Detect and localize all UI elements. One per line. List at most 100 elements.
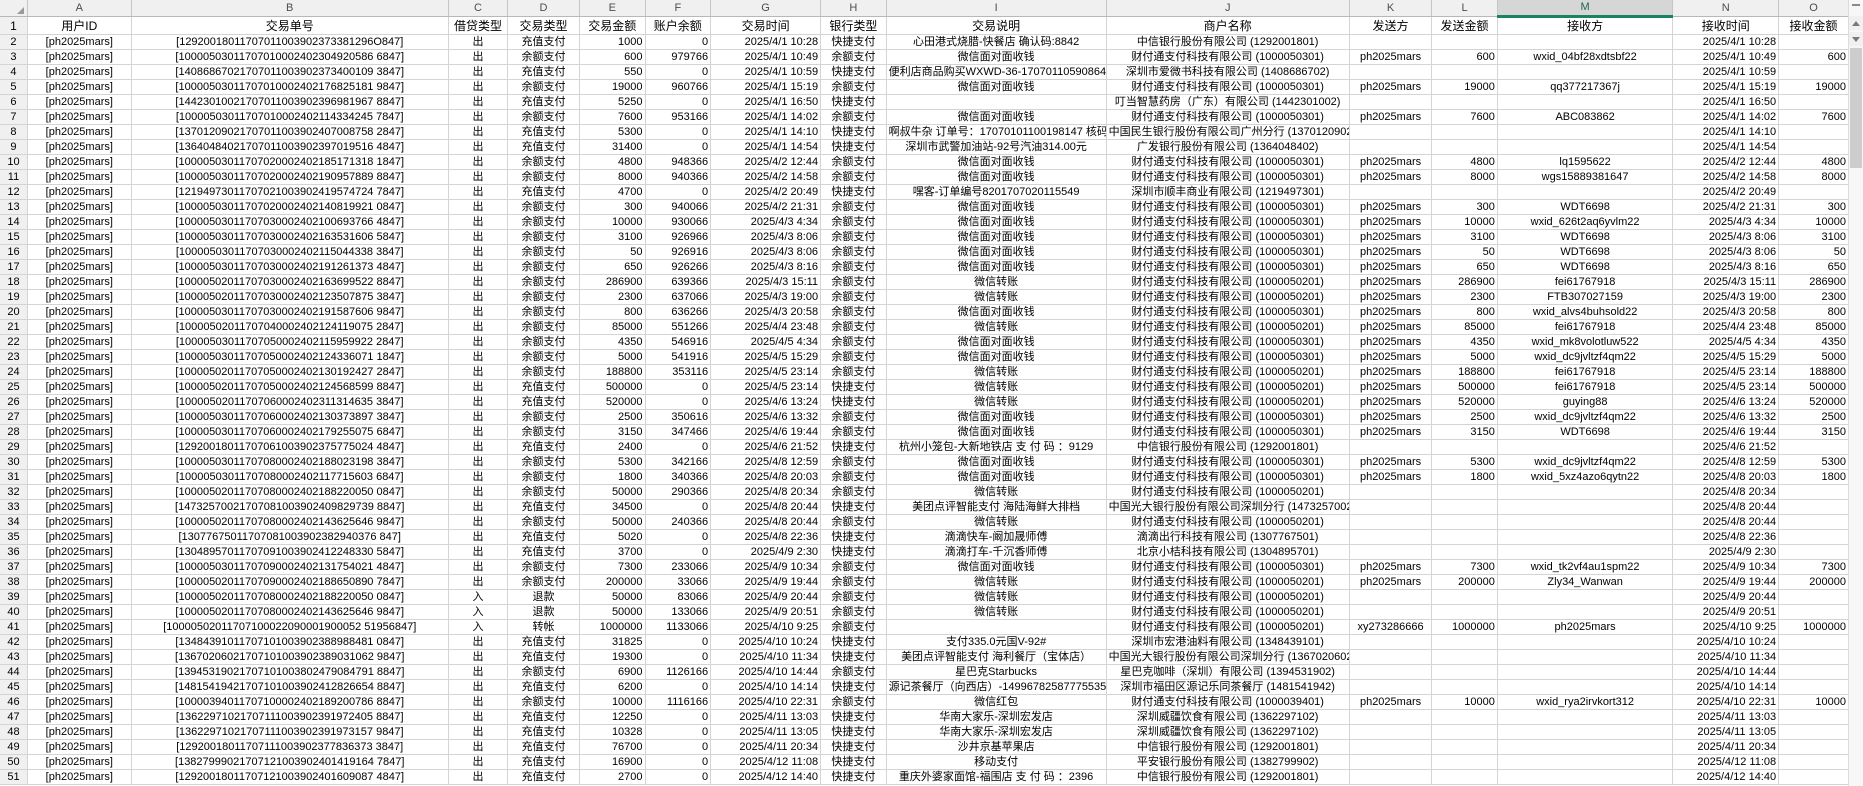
cell-N[interactable]: 2025/4/8 12:59 [1672, 454, 1780, 470]
cell-A[interactable]: [ph2025mars] [27, 544, 132, 560]
cell-B[interactable]: [13484391011707101003902388988481 0847] [131, 634, 449, 650]
cell-F[interactable]: 1133066 [645, 619, 712, 635]
cell-H[interactable]: 余额支付 [820, 469, 887, 485]
cell-O[interactable] [1778, 94, 1849, 110]
cell-M[interactable] [1497, 139, 1674, 155]
cell-D[interactable]: 充值支付 [507, 679, 580, 695]
cell-F[interactable]: 636266 [645, 304, 712, 320]
cell-F[interactable]: 551266 [645, 319, 712, 335]
cell-H[interactable]: 余额支付 [820, 244, 887, 260]
cell-E[interactable]: 2300 [579, 289, 646, 305]
cell-N[interactable]: 2025/4/1 10:59 [1672, 64, 1780, 80]
cell-B[interactable]: [10000502011707090002402188650890 7847] [131, 574, 449, 590]
cell-E[interactable]: 5000 [579, 349, 646, 365]
cell-K[interactable]: ph2025mars [1349, 454, 1433, 470]
cell-G[interactable]: 2025/4/10 14:44 [710, 664, 822, 680]
cell-K[interactable] [1349, 724, 1433, 740]
cell-O[interactable] [1778, 124, 1849, 140]
row-number[interactable]: 5 [0, 79, 28, 95]
cell-K[interactable]: xy273286666 [1349, 619, 1433, 635]
header-cell-M[interactable]: 接收方 [1497, 16, 1674, 35]
cell-K[interactable] [1349, 604, 1433, 620]
cell-F[interactable]: 637066 [645, 289, 712, 305]
cell-F[interactable]: 979766 [645, 49, 712, 65]
row-number[interactable]: 47 [0, 709, 28, 725]
row-number[interactable]: 28 [0, 424, 28, 440]
cell-M[interactable] [1497, 589, 1674, 605]
cell-J[interactable]: 中国光大银行股份有限公司深圳分行 (1367020602) [1106, 649, 1350, 665]
row-number[interactable]: 39 [0, 589, 28, 605]
cell-G[interactable]: 2025/4/6 13:32 [710, 409, 822, 425]
cell-O[interactable] [1778, 139, 1849, 155]
cell-I[interactable]: 微信面对面收钱 [886, 169, 1107, 185]
cell-G[interactable]: 2025/4/1 16:50 [710, 94, 822, 110]
cell-N[interactable]: 2025/4/1 10:28 [1672, 34, 1780, 50]
cell-N[interactable]: 2025/4/2 12:44 [1672, 154, 1780, 170]
cell-L[interactable] [1431, 649, 1498, 665]
cell-O[interactable]: 85000 [1778, 319, 1849, 335]
cell-D[interactable]: 余额支付 [507, 274, 580, 290]
cell-C[interactable]: 出 [448, 49, 509, 65]
cell-I[interactable]: 美团点评智能支付 海陆海鲜大排档 [886, 499, 1107, 515]
row-number[interactable]: 34 [0, 514, 28, 530]
scroll-down-arrow-icon[interactable] [1849, 32, 1863, 46]
cell-J[interactable]: 财付通支付科技有限公司 (1000050301) [1106, 259, 1350, 275]
cell-L[interactable]: 200000 [1431, 574, 1498, 590]
cell-J[interactable]: 平安银行股份有限公司 (1382799902) [1106, 754, 1350, 770]
cell-F[interactable]: 340366 [645, 469, 712, 485]
cell-C[interactable]: 出 [448, 769, 509, 785]
cell-K[interactable]: ph2025mars [1349, 379, 1433, 395]
cell-I[interactable]: 微信面对面收钱 [886, 214, 1107, 230]
cell-D[interactable]: 余额支付 [507, 574, 580, 590]
row-number[interactable]: 3 [0, 49, 28, 65]
cell-I[interactable] [886, 94, 1107, 110]
cell-E[interactable]: 50000 [579, 514, 646, 530]
cell-F[interactable]: 546916 [645, 334, 712, 350]
cell-G[interactable]: 2025/4/11 20:34 [710, 739, 822, 755]
cell-B[interactable]: [14086867021707011003902373400109 3847] [131, 64, 449, 80]
cell-G[interactable]: 2025/4/1 10:28 [710, 34, 822, 50]
cell-L[interactable] [1431, 484, 1498, 500]
cell-K[interactable]: ph2025mars [1349, 394, 1433, 410]
cell-M[interactable] [1497, 439, 1674, 455]
cell-D[interactable]: 充值支付 [507, 379, 580, 395]
table-row[interactable]: 24 [ph2025mars] [1000050201170705000240213… [0, 364, 1849, 380]
cell-M[interactable]: wxid_tk2vf4au1spm22 [1497, 559, 1674, 575]
cell-I[interactable]: 微信转账 [886, 274, 1107, 290]
cell-H[interactable]: 快捷支付 [820, 64, 887, 80]
cell-A[interactable]: [ph2025mars] [27, 424, 132, 440]
table-row[interactable]: 49 [ph2025mars] [1292001801170711100390237… [0, 739, 1849, 755]
cell-L[interactable] [1431, 724, 1498, 740]
cell-H[interactable]: 快捷支付 [820, 739, 887, 755]
cell-E[interactable]: 4700 [579, 184, 646, 200]
cell-O[interactable]: 800 [1778, 304, 1849, 320]
cell-K[interactable] [1349, 484, 1433, 500]
cell-G[interactable]: 2025/4/3 8:06 [710, 229, 822, 245]
cell-B[interactable]: [13827999021707121003902401419164 7847] [131, 754, 449, 770]
cell-H[interactable]: 余额支付 [820, 589, 887, 605]
row-number[interactable]: 9 [0, 139, 28, 155]
cell-G[interactable]: 2025/4/8 22:36 [710, 529, 822, 545]
cell-B[interactable]: [13622971021707111003902391972405 8847] [131, 709, 449, 725]
cell-G[interactable]: 2025/4/9 19:44 [710, 574, 822, 590]
cell-C[interactable]: 出 [448, 109, 509, 125]
cell-C[interactable]: 出 [448, 229, 509, 245]
cell-N[interactable]: 2025/4/10 14:14 [1672, 679, 1780, 695]
cell-B[interactable]: [10000502011707060002402311314635 3847] [131, 394, 449, 410]
cell-H[interactable]: 余额支付 [820, 274, 887, 290]
cell-E[interactable]: 800 [579, 304, 646, 320]
table-row[interactable]: 6 [ph2025mars] [14423010021707011003902396… [0, 94, 1849, 110]
cell-H[interactable]: 余额支付 [820, 154, 887, 170]
cell-M[interactable] [1497, 739, 1674, 755]
cell-E[interactable]: 4350 [579, 334, 646, 350]
cell-M[interactable]: wxid_dc9jvltzf4qm22 [1497, 454, 1674, 470]
cell-E[interactable]: 500000 [579, 379, 646, 395]
cell-A[interactable]: [ph2025mars] [27, 649, 132, 665]
cell-B[interactable]: [10000503011707080002402188023198 3847] [131, 454, 449, 470]
cell-A[interactable]: [ph2025mars] [27, 229, 132, 245]
cell-J[interactable]: 财付通支付科技有限公司 (1000050301) [1106, 199, 1350, 215]
cell-B[interactable]: [10000503011707020002402185171318 1847] [131, 154, 449, 170]
cell-O[interactable]: 3150 [1778, 424, 1849, 440]
cell-F[interactable]: 0 [645, 679, 712, 695]
cell-C[interactable]: 出 [448, 394, 509, 410]
